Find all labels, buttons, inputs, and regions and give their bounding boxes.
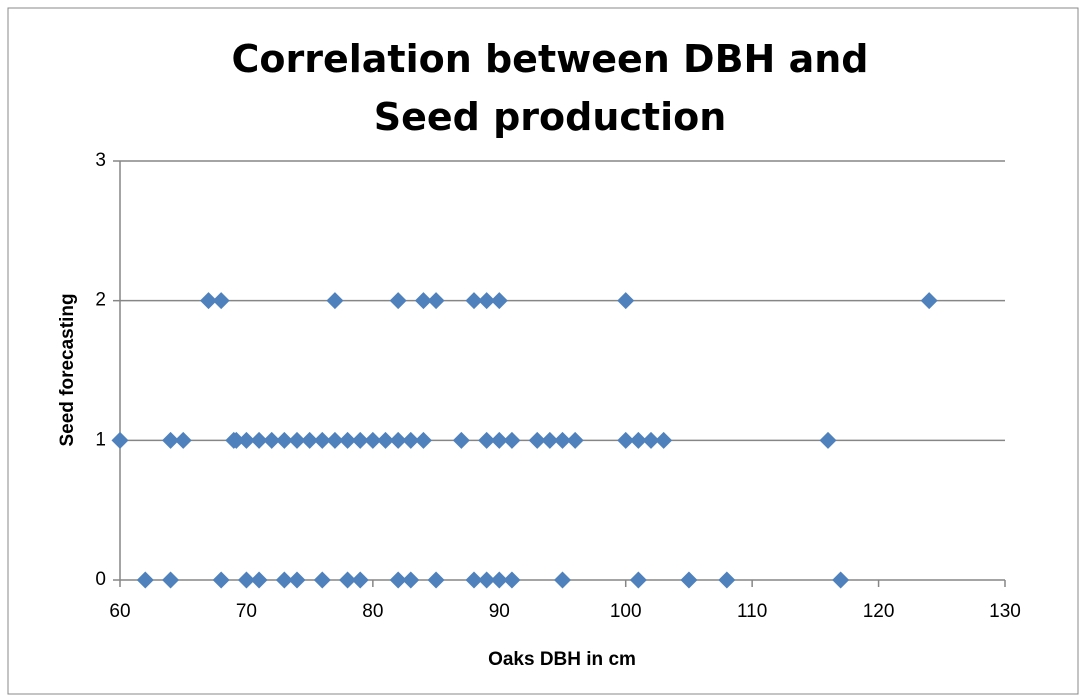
point [227,431,245,449]
point [389,292,407,310]
point [427,571,445,589]
point [629,431,647,449]
point [503,431,521,449]
point [503,571,521,589]
point [364,431,382,449]
point [478,571,496,589]
chart-title: Correlation between DBH and Seed product… [231,37,869,139]
point [490,431,508,449]
point [212,292,230,310]
y-tick-label: 1 [95,429,106,450]
point [200,292,217,310]
x-tick-label: 90 [489,601,510,622]
point [351,431,369,449]
point [541,431,559,449]
point [174,431,192,449]
point [237,571,255,589]
point [655,431,673,449]
x-tick-label: 130 [989,601,1021,622]
point [162,431,180,449]
point [617,431,635,449]
y-tick-label: 2 [95,290,106,311]
point [237,431,255,449]
point [288,571,306,589]
point [528,431,546,449]
point [465,571,483,589]
point [920,292,938,310]
point [351,571,369,589]
point [680,571,698,589]
point [250,571,268,589]
x-tick-label: 60 [109,601,130,622]
point [389,431,407,449]
point [465,292,483,310]
point [427,292,445,310]
x-tick-label: 100 [610,601,642,622]
point [832,571,850,589]
point [629,571,647,589]
y-tick-label: 0 [95,569,106,590]
point [326,292,344,310]
point [263,431,281,449]
point [313,431,331,449]
point [212,571,230,589]
point [326,431,344,449]
point [452,431,470,449]
point [402,571,420,589]
point [414,292,432,310]
point [339,431,357,449]
x-tick-label: 70 [236,601,257,622]
point [566,431,584,449]
point [478,431,496,449]
x-axis-label: Oaks DBH in cm [488,649,636,670]
point [339,571,357,589]
point [490,571,508,589]
point [617,292,635,310]
point [490,292,508,310]
point [402,431,420,449]
point [819,431,837,449]
point [275,571,293,589]
point [301,431,319,449]
point [554,571,571,589]
point [162,571,180,589]
point [313,571,331,589]
point [288,431,306,449]
point [414,431,432,449]
point [642,431,660,449]
x-tick-label: 80 [362,601,383,622]
point [389,571,407,589]
point [111,431,129,449]
point [377,431,394,449]
y-tick-label: 3 [95,150,106,171]
point [554,431,571,449]
point [718,571,736,589]
point [250,431,268,449]
x-tick-label: 120 [863,601,895,622]
point [478,292,496,310]
point [136,571,154,589]
y-axis-label: Seed forecasting [57,293,78,446]
point [275,431,293,449]
x-tick-label: 110 [737,601,767,622]
